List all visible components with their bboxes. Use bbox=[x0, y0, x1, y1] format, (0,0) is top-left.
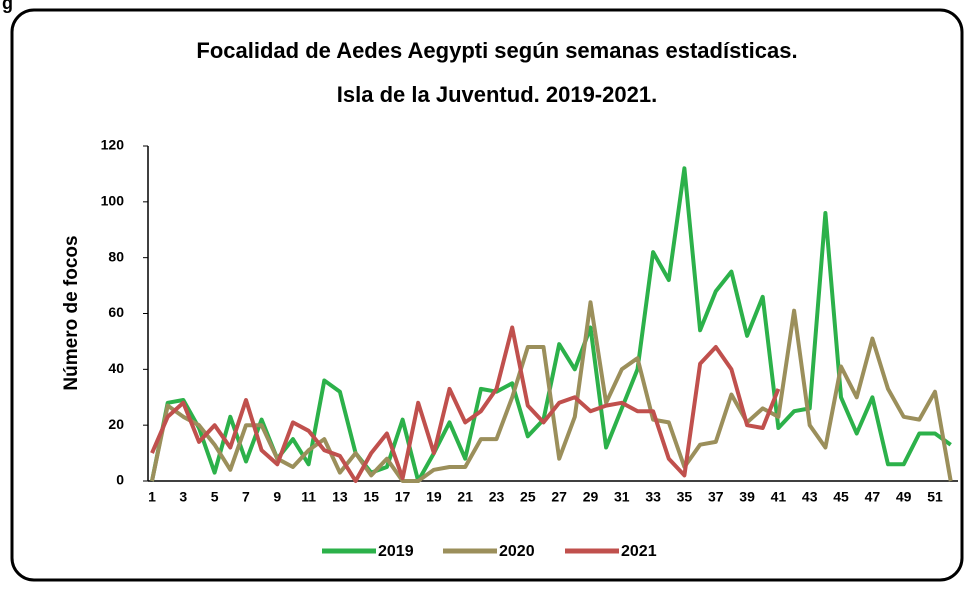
y-axis-label: Número de focos bbox=[61, 235, 82, 390]
x-tick-label: 43 bbox=[802, 489, 818, 505]
chart-title: Focalidad de Aedes Aegypti según semanas… bbox=[196, 38, 797, 63]
x-tick-label: 17 bbox=[395, 489, 411, 505]
y-tick-label: 100 bbox=[101, 193, 125, 209]
x-tick-label: 45 bbox=[833, 489, 849, 505]
x-tick-label: 3 bbox=[179, 489, 187, 505]
x-tick-label: 15 bbox=[363, 489, 379, 505]
series-line bbox=[150, 325, 781, 483]
x-tick-label: 49 bbox=[896, 489, 912, 505]
x-tick-label: 23 bbox=[489, 489, 505, 505]
x-tick-label: 39 bbox=[739, 489, 755, 505]
x-tick-label: 47 bbox=[865, 489, 881, 505]
x-tick-label: 31 bbox=[614, 489, 630, 505]
y-tick-label: 20 bbox=[108, 416, 124, 432]
x-tick-label: 11 bbox=[301, 489, 316, 505]
chart-subtitle: Isla de la Juventud. 2019-2021. bbox=[337, 82, 657, 107]
x-tick-label: 9 bbox=[273, 489, 281, 505]
x-tick-label: 27 bbox=[551, 489, 567, 505]
y-tick-label: 40 bbox=[108, 360, 124, 376]
y-tick-label: 80 bbox=[108, 248, 124, 264]
frame bbox=[10, 8, 964, 582]
x-tick-label: 19 bbox=[426, 489, 442, 505]
y-tick-label: 120 bbox=[101, 137, 125, 153]
x-tick-label: 7 bbox=[242, 489, 250, 505]
x-tick-label: 5 bbox=[211, 489, 219, 505]
x-tick-label: 25 bbox=[520, 489, 536, 505]
x-tick-label: 29 bbox=[583, 489, 599, 505]
x-tick-label: 13 bbox=[332, 489, 348, 505]
legend-label: 2019 bbox=[378, 543, 414, 560]
x-tick-label: 41 bbox=[771, 489, 787, 505]
x-tick-label: 51 bbox=[927, 489, 943, 505]
legend-label: 2021 bbox=[621, 543, 657, 560]
x-tick-label: 1 bbox=[148, 489, 156, 505]
y-tick-label: 60 bbox=[108, 304, 124, 320]
x-tick-label: 35 bbox=[677, 489, 693, 505]
header-fragment: g bbox=[2, 0, 13, 13]
x-tick-label: 37 bbox=[708, 489, 724, 505]
x-tick-label: 33 bbox=[645, 489, 661, 505]
series-line bbox=[150, 300, 953, 483]
legend-label: 2020 bbox=[499, 543, 535, 560]
x-tick-label: 21 bbox=[457, 489, 473, 505]
y-tick-label: 0 bbox=[116, 472, 124, 488]
